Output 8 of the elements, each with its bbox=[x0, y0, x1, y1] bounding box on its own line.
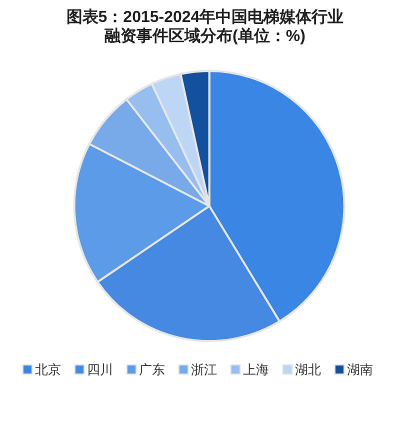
legend-label: 上海 bbox=[243, 362, 269, 377]
legend-label: 湖北 bbox=[295, 362, 321, 377]
legend-label: 湖南 bbox=[347, 362, 373, 377]
legend-label: 浙江 bbox=[191, 362, 217, 377]
legend-label: 广东 bbox=[139, 362, 165, 377]
legend-label: 四川 bbox=[87, 362, 113, 377]
legend-label: 北京 bbox=[35, 362, 61, 377]
chart-title: 图表5：2015-2024年中国电梯媒体行业融资事件区域分布(单位：%) bbox=[66, 8, 344, 45]
